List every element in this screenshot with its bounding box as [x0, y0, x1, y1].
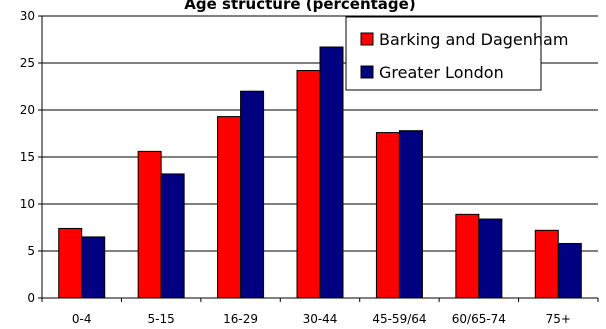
- bar-barking: [137, 150, 162, 299]
- y-tick-label: 0: [27, 291, 35, 305]
- bar-london: [240, 90, 265, 299]
- x-tick-label: 45-59/64: [372, 312, 426, 326]
- bar-barking: [58, 227, 83, 299]
- legend-label: Greater London: [379, 63, 504, 82]
- bar-london: [81, 236, 106, 299]
- bar-london: [398, 130, 423, 299]
- x-tick-label: 60/65-74: [452, 312, 506, 326]
- x-tick-label: 16-29: [223, 312, 258, 326]
- legend-box: [345, 16, 542, 91]
- y-tick-label: 20: [20, 103, 35, 117]
- bar-barking: [455, 213, 480, 299]
- bar-london: [319, 46, 344, 299]
- y-tick-label: 5: [27, 244, 35, 258]
- x-tick-label: 75+: [546, 312, 571, 326]
- x-tick-label: 5-15: [148, 312, 175, 326]
- legend-swatch: [360, 32, 374, 46]
- bar-barking: [375, 132, 400, 299]
- x-tick-label: 30-44: [303, 312, 338, 326]
- y-tick-label: 25: [20, 56, 35, 70]
- bar-london: [557, 242, 582, 299]
- bar-barking: [217, 116, 242, 299]
- bar-barking: [296, 70, 321, 299]
- y-tick-label: 10: [20, 197, 35, 211]
- chart-title: Age structure (percentage): [184, 0, 415, 13]
- x-tick-label: 0-4: [72, 312, 92, 326]
- bar-london: [160, 173, 185, 299]
- y-tick-label: 15: [20, 150, 35, 164]
- y-tick-label: 30: [20, 9, 35, 23]
- bar-london: [478, 218, 503, 299]
- legend-swatch: [360, 65, 374, 79]
- bar-barking: [534, 229, 559, 299]
- legend-label: Barking and Dagenham: [379, 30, 568, 49]
